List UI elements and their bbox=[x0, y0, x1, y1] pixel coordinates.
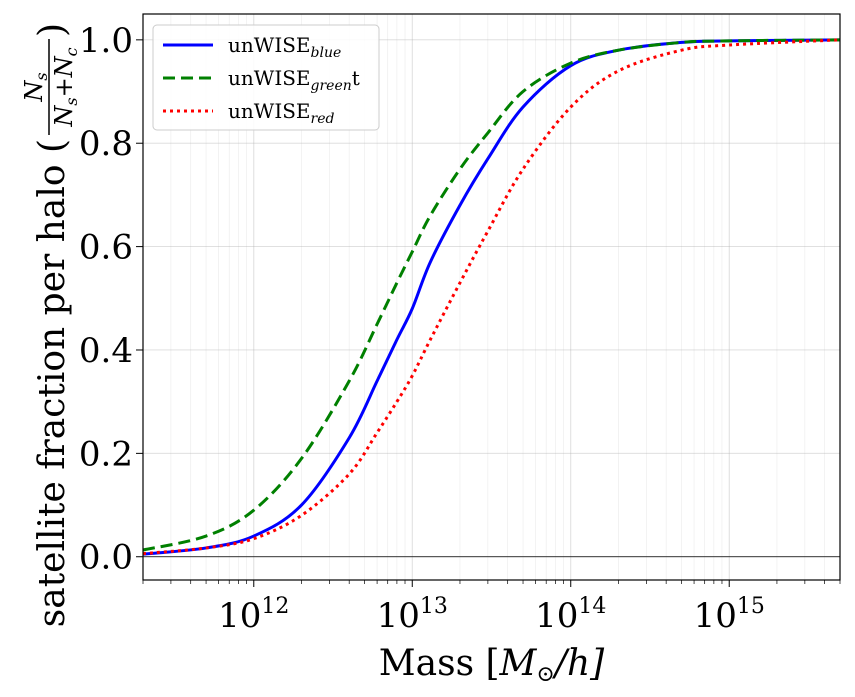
y-frac-denominator-sub1: s bbox=[62, 97, 81, 105]
x-tick-label: 1014 bbox=[535, 594, 606, 636]
y-tick-label: 0.0 bbox=[79, 538, 133, 578]
svg-text:Ns: Ns bbox=[20, 72, 51, 102]
x-tick-label-exponent: 14 bbox=[578, 594, 606, 619]
y-tick-label: 0.8 bbox=[79, 124, 133, 164]
legend-label-main: unWISE bbox=[228, 66, 311, 90]
y-frac-denominator-plus: +N bbox=[50, 55, 78, 97]
legend-label: unWISEblue bbox=[228, 33, 341, 61]
y-frac-numerator-sub: s bbox=[32, 72, 51, 80]
x-tick-label-base: 10 bbox=[694, 596, 737, 636]
svg-text:Ns+Nc: Ns+Nc bbox=[50, 47, 81, 127]
x-axis-label-tail: /h] bbox=[552, 643, 605, 684]
svg-text:): ) bbox=[32, 23, 73, 37]
y-axis-label-tail: ) bbox=[32, 23, 73, 37]
series-line-unWISEgreent bbox=[143, 38, 840, 552]
y-tick-label: 0.2 bbox=[79, 434, 133, 474]
legend-label-main: unWISE bbox=[228, 33, 311, 57]
x-tick-label-base: 10 bbox=[535, 596, 578, 636]
legend-label-tail: t bbox=[352, 66, 360, 90]
x-tick-label: 1012 bbox=[218, 594, 289, 636]
y-tick-label: 0.4 bbox=[79, 331, 133, 371]
series-layer bbox=[143, 38, 840, 556]
x-tick-label-exponent: 15 bbox=[737, 594, 765, 619]
legend-label-main: unWISE bbox=[228, 99, 311, 123]
legend-label: unWISEred bbox=[228, 99, 335, 127]
y-axis-label-main: satellite fraction per halo ( bbox=[32, 139, 73, 627]
y-tick-label: 1.0 bbox=[79, 21, 133, 61]
x-axis-label-main: Mass [ bbox=[379, 643, 500, 684]
legend-label-sub: green bbox=[311, 78, 352, 94]
tick-layer bbox=[136, 39, 841, 587]
legend-label-sub: blue bbox=[311, 45, 342, 61]
plot-frame bbox=[142, 13, 841, 581]
y-frac-denominator-sub2: c bbox=[62, 47, 81, 56]
series-line-unWISEred bbox=[143, 38, 840, 556]
y-axis-label-fraction: Ns Ns+Nc bbox=[20, 39, 81, 135]
x-tick-label-base: 10 bbox=[377, 596, 420, 636]
x-tick-label-base: 10 bbox=[218, 596, 261, 636]
y-axis-label: satellite fraction per halo ( Ns Ns+Nc ) bbox=[20, 23, 81, 627]
x-tick-label-exponent: 12 bbox=[261, 594, 289, 619]
y-frac-denominator: N bbox=[50, 105, 78, 128]
x-tick-label-exponent: 13 bbox=[420, 594, 448, 619]
x-tick-label: 1015 bbox=[694, 594, 765, 636]
y-frac-numerator: N bbox=[20, 80, 48, 103]
svg-text:satellite fraction per halo (: satellite fraction per halo ( bbox=[32, 139, 73, 627]
legend-label-sub: red bbox=[311, 111, 335, 127]
x-tick-label: 1013 bbox=[377, 594, 448, 636]
legend-box bbox=[152, 24, 380, 131]
x-axis-label: Mass [M⊙/h] bbox=[379, 643, 605, 687]
legend-label: unWISEgreent bbox=[228, 66, 360, 94]
y-tick-label: 0.6 bbox=[79, 228, 133, 268]
x-axis-label-sub: ⊙ bbox=[536, 662, 554, 687]
x-axis-label-var: M bbox=[499, 643, 538, 684]
